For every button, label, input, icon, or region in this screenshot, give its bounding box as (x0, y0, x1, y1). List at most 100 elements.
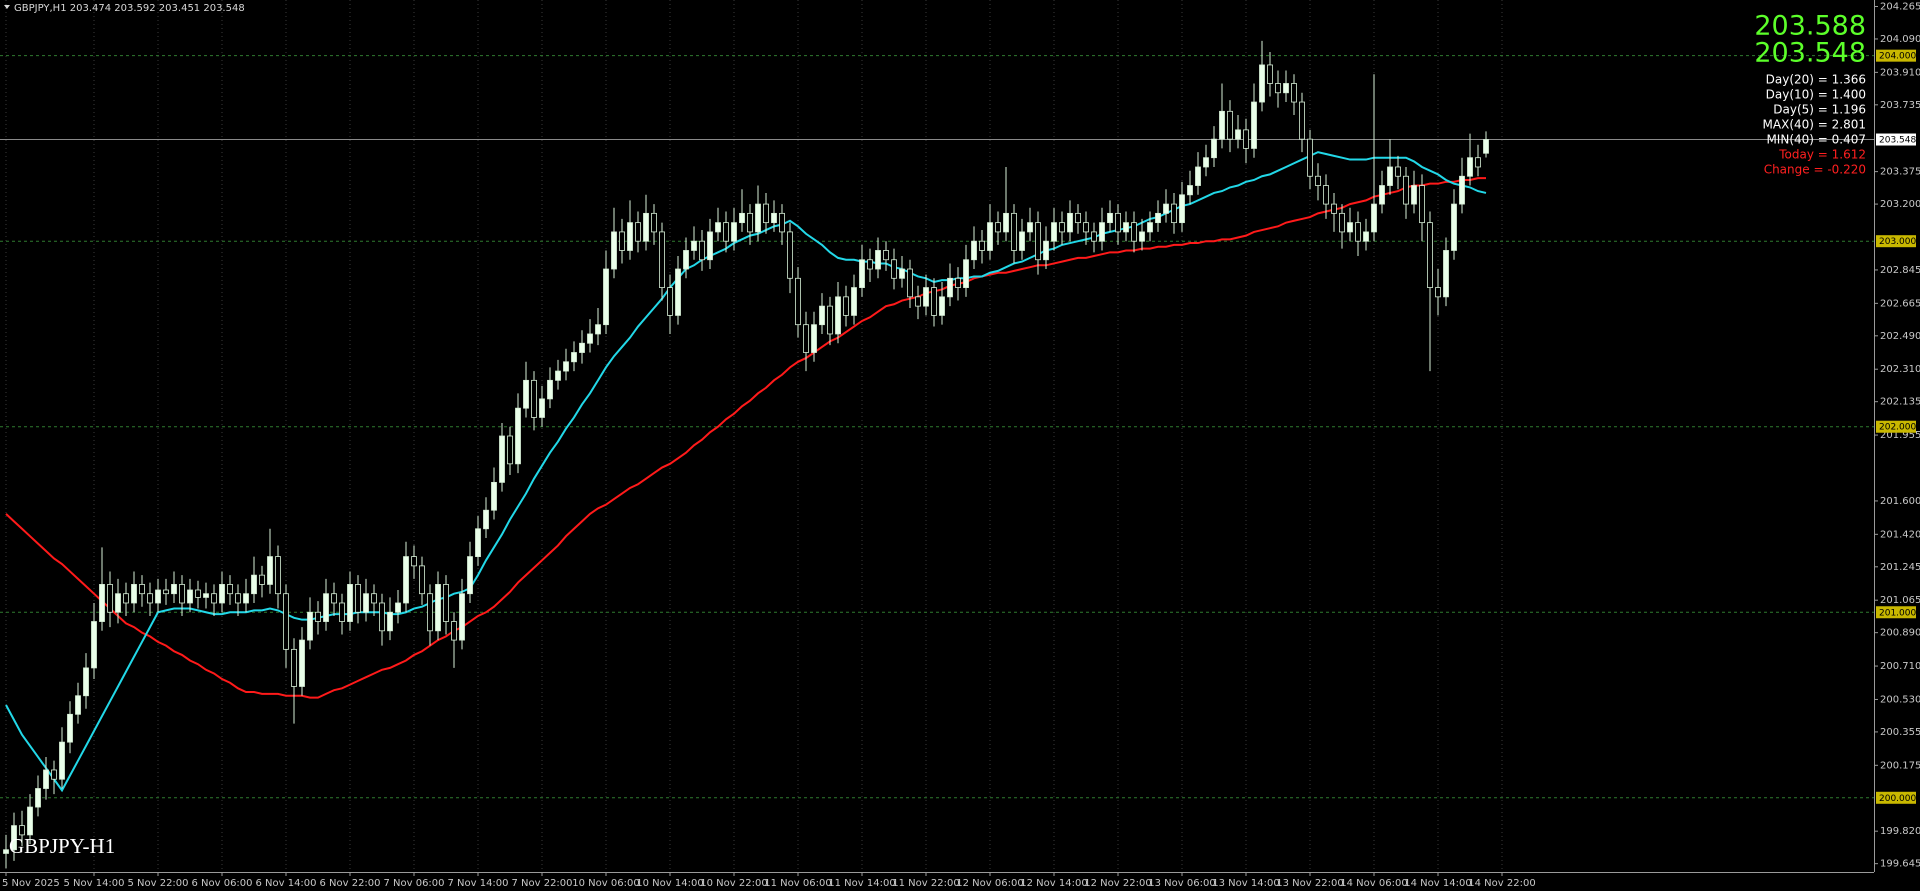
candle-body (1067, 212, 1073, 233)
y-tick-label: 201.420 (1880, 529, 1920, 540)
candle-body (859, 259, 865, 288)
candle-body (139, 584, 145, 595)
candle-body (1235, 129, 1241, 140)
candle-body (707, 231, 713, 261)
candle-body (1171, 203, 1177, 224)
x-tick-label: 12 Nov 14:00 (1020, 878, 1087, 889)
candle-body (555, 370, 561, 381)
x-tick-label: 7 Nov 22:00 (511, 878, 572, 889)
x-tick-label: 5 Nov 14:00 (63, 878, 124, 889)
candle-body (75, 695, 81, 715)
candle-body (467, 556, 473, 595)
level-label-box (1876, 420, 1916, 433)
x-tick-label: 5 Nov 2025 (2, 878, 60, 889)
candle-body (1475, 157, 1481, 168)
x-tick-label: 7 Nov 14:00 (447, 878, 508, 889)
candle-body (163, 589, 169, 595)
candles (3, 40, 1489, 869)
candle-body (883, 250, 889, 261)
candle-body (779, 212, 785, 233)
candle-body (1435, 287, 1441, 298)
candle-body (1107, 212, 1113, 224)
candle-body (67, 713, 73, 743)
candle-body (371, 593, 377, 604)
candle-body (1299, 101, 1305, 140)
candle-body (907, 268, 913, 298)
candle-body (147, 593, 153, 604)
y-tick-label: 203.735 (1880, 100, 1920, 111)
level-label: 203.000 (1879, 237, 1916, 247)
candle-body (91, 621, 97, 669)
y-tick-label: 201.065 (1880, 595, 1920, 606)
candle-body (1363, 231, 1369, 242)
candle-body (971, 240, 977, 261)
candle-body (475, 528, 481, 557)
candle-body (435, 584, 441, 632)
candle-body (1123, 222, 1129, 233)
candle-body (363, 593, 369, 613)
candle-body (299, 639, 305, 687)
candle-body (1139, 231, 1145, 242)
candle-body (987, 222, 993, 251)
candle-body (1355, 222, 1361, 242)
candle-body (219, 584, 225, 604)
level-label: 200.000 (1879, 794, 1916, 804)
candle-body (939, 296, 945, 316)
candle-body (211, 593, 217, 604)
candle-body (1483, 139, 1489, 154)
candle-body (235, 593, 241, 604)
candle-body (347, 584, 353, 622)
candle-body (547, 379, 553, 400)
candle-body (923, 287, 929, 307)
y-tick-label: 201.600 (1880, 496, 1920, 507)
candle-body (459, 593, 465, 641)
candle-body (635, 222, 641, 242)
candle-body (115, 593, 121, 613)
candle-body (179, 584, 185, 604)
candle-body (419, 565, 425, 595)
candle-body (827, 305, 833, 335)
candle-body (251, 574, 257, 595)
y-tick-label: 202.310 (1880, 364, 1920, 375)
x-tick-label: 10 Nov 22:00 (700, 878, 767, 889)
y-tick-label: 200.355 (1880, 727, 1920, 738)
grid (5, 0, 1503, 872)
candle-body (1083, 222, 1089, 233)
candle-body (1203, 157, 1209, 168)
candle-body (643, 212, 649, 242)
candle-body (275, 556, 281, 595)
candle-body (891, 259, 897, 279)
candle-body (1131, 222, 1137, 242)
candle-body (835, 296, 841, 335)
candle-body (35, 788, 41, 808)
level-label: 201.000 (1879, 608, 1916, 618)
candle-body (627, 222, 633, 251)
candle-body (915, 296, 921, 307)
level-label: 202.000 (1879, 423, 1916, 433)
candle-body (1155, 212, 1161, 224)
candle-body (603, 268, 609, 326)
ma-line (5, 151, 1487, 793)
menu-arrow[interactable] (4, 5, 10, 9)
x-tick-label: 6 Nov 14:00 (255, 878, 316, 889)
price-label: 203.548 (1879, 136, 1916, 146)
stat-line: MAX(40) = 2.801 (1763, 118, 1866, 132)
y-tick-label: 200.890 (1880, 628, 1920, 639)
candle-body (1323, 185, 1329, 205)
candle-body (83, 667, 89, 697)
candle-body (1219, 110, 1225, 140)
candle-body (667, 287, 673, 316)
level-label-box (1876, 49, 1916, 62)
candle-body (715, 222, 721, 233)
candle-body (1027, 222, 1033, 233)
candle-body (203, 593, 209, 598)
candle-body (27, 806, 33, 836)
candle-body (1275, 83, 1281, 94)
candle-body (491, 481, 497, 511)
candle-body (851, 287, 857, 316)
candle-body (1315, 175, 1321, 186)
candle-body (307, 611, 313, 641)
candle-body (1283, 83, 1289, 94)
